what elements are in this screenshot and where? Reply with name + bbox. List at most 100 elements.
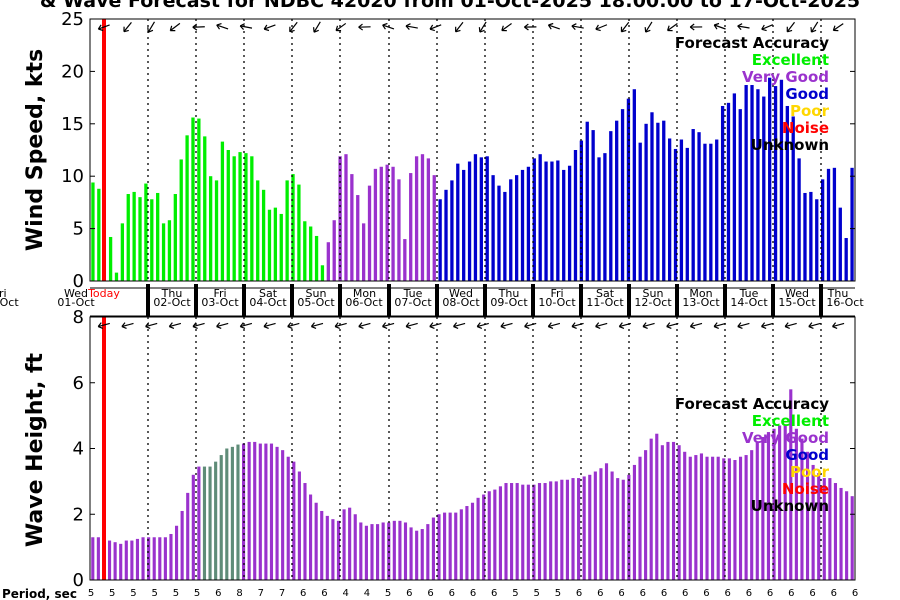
wind-bar	[632, 89, 636, 281]
period-value: 6	[725, 588, 731, 599]
wind-bar	[326, 242, 330, 281]
wind-bar	[585, 121, 589, 281]
wave-bar	[571, 478, 575, 580]
wave-bar	[543, 483, 547, 580]
wind-bar	[644, 123, 648, 281]
wind-bar	[120, 223, 125, 281]
wave-bar	[604, 463, 609, 580]
wave-bar	[660, 445, 664, 580]
wind-bar	[503, 191, 507, 281]
wave-bar	[163, 537, 167, 580]
wave-bar	[309, 494, 313, 580]
wind-bar	[250, 156, 254, 281]
wind-bar	[768, 77, 772, 281]
wind-bar	[573, 150, 578, 281]
wave-bar	[688, 456, 692, 580]
wave-bar	[253, 441, 257, 580]
wind-bar	[379, 166, 383, 281]
wind-bar	[291, 174, 295, 281]
wind-legend-very-good: Very Good	[742, 68, 829, 86]
wave-bar	[560, 479, 564, 580]
day-name-label: Tue	[739, 287, 759, 300]
wave-bar	[197, 466, 201, 580]
day-name-label: Mon	[689, 287, 712, 300]
wind-direction-arrow	[501, 22, 512, 32]
wave-bar	[577, 478, 581, 580]
wind-legend-good: Good	[785, 85, 829, 103]
wave-bar	[459, 509, 463, 580]
day-divider	[146, 284, 150, 318]
wind-bar	[456, 163, 460, 281]
period-value: 4	[364, 588, 370, 599]
wind-bar	[697, 132, 701, 281]
day-divider	[387, 284, 391, 318]
wind-bar	[279, 213, 283, 281]
wind-bar	[385, 164, 389, 281]
wave-bar	[124, 540, 128, 580]
wind-direction-arrow	[524, 23, 537, 31]
wind-direction-arrow	[358, 23, 371, 31]
day-date-label: 04-Oct	[249, 296, 287, 309]
wind-legend-poor: Poor	[790, 102, 830, 120]
day-name-label: Fri	[0, 287, 7, 300]
wind-bar	[785, 105, 789, 281]
period-value: 5	[194, 588, 200, 599]
period-value: 6	[831, 588, 837, 599]
wave-bar	[437, 514, 441, 580]
wave-bar	[219, 455, 223, 580]
wave-bar	[241, 443, 246, 580]
wind-bar	[773, 86, 778, 281]
wave-legend-poor: Poor	[790, 463, 830, 481]
day-divider	[675, 284, 679, 318]
wind-speed-panel: 0 5 10 15 20 25 Wind Speed, kts Forecast Accu…	[23, 9, 856, 292]
wave-now-line	[102, 317, 106, 580]
wave-bar	[202, 466, 207, 580]
period-value: 5	[152, 588, 158, 599]
wave-direction-arrow	[642, 322, 655, 329]
wind-bar	[114, 272, 119, 281]
day-name-label: Sun	[643, 287, 664, 300]
wave-bar	[186, 492, 190, 580]
wave-bar	[850, 496, 854, 580]
wave-bar	[666, 441, 670, 580]
day-divider	[531, 284, 535, 318]
wind-bar	[208, 176, 213, 281]
period-value: 6	[746, 588, 752, 599]
day-divider	[242, 284, 246, 318]
wave-bar	[766, 432, 771, 580]
wave-bar	[515, 483, 519, 580]
wave-bar	[420, 529, 424, 580]
period-value: 5	[512, 588, 518, 599]
wind-direction-arrow	[644, 21, 653, 33]
wave-bar	[443, 512, 447, 580]
period-value: 5	[130, 588, 136, 599]
wind-bar	[803, 192, 807, 281]
wave-bar	[744, 455, 748, 580]
period-value: 5	[109, 588, 115, 599]
wave-bar	[554, 481, 558, 581]
wind-bar	[844, 238, 848, 281]
wind-bar	[220, 141, 225, 281]
day-name-label: Thu	[498, 287, 520, 300]
wave-bar	[549, 481, 553, 581]
wave-bar	[448, 512, 452, 580]
wind-bar	[756, 89, 760, 281]
wave-bar	[783, 425, 787, 580]
period-value: 6	[640, 588, 646, 599]
wave-bar	[141, 537, 145, 580]
wind-bar	[191, 117, 195, 281]
wind-bar	[820, 179, 825, 281]
wave-legend-unknown: Unknown	[751, 497, 829, 515]
wave-direction-arrow	[689, 322, 703, 329]
wave-direction-arrow	[713, 322, 726, 329]
wind-bar	[703, 143, 707, 281]
wave-direction-arrow	[97, 322, 110, 329]
wave-bar	[258, 443, 262, 580]
wave-legend-very-good: Very Good	[742, 429, 829, 447]
wave-bar	[839, 487, 843, 580]
wind-direction-arrow	[169, 22, 181, 32]
wind-bar	[626, 98, 631, 282]
wave-y-axis-label: Wave Height, ft	[23, 352, 48, 547]
wave-bar	[722, 458, 726, 580]
wind-bar	[762, 96, 766, 281]
